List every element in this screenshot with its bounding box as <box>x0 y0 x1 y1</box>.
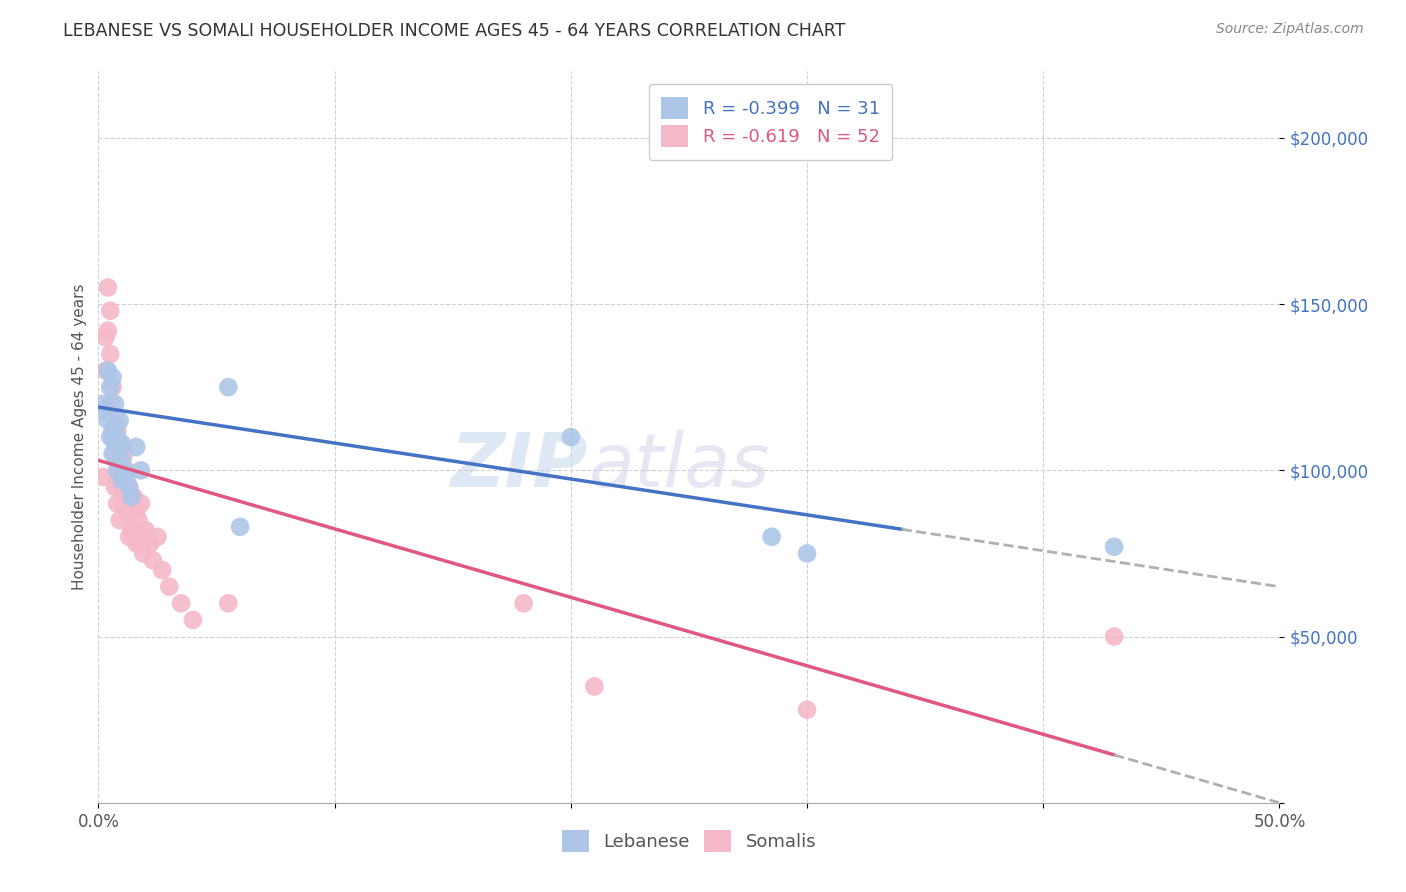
Text: Source: ZipAtlas.com: Source: ZipAtlas.com <box>1216 22 1364 37</box>
Point <box>142 553 165 567</box>
Point <box>112 463 135 477</box>
Point <box>1102 540 1125 554</box>
Point <box>94 330 117 344</box>
Point <box>146 530 169 544</box>
Point <box>101 370 124 384</box>
Point <box>125 440 148 454</box>
Point <box>125 503 148 517</box>
Point <box>217 596 239 610</box>
Point <box>122 520 145 534</box>
Point <box>129 536 152 550</box>
Point <box>111 480 134 494</box>
Point <box>129 463 152 477</box>
Point <box>101 380 124 394</box>
Point <box>111 436 134 450</box>
Point <box>105 463 128 477</box>
Point <box>94 403 117 417</box>
Point <box>112 447 135 461</box>
Point <box>136 530 159 544</box>
Point <box>118 507 141 521</box>
Text: ZIP: ZIP <box>451 430 589 503</box>
Point <box>118 480 141 494</box>
Text: atlas: atlas <box>589 430 770 502</box>
Point <box>560 430 582 444</box>
Point <box>104 447 127 461</box>
Point <box>104 413 127 427</box>
Point <box>111 473 134 487</box>
Point <box>108 440 131 454</box>
Point <box>97 363 120 377</box>
Point <box>98 380 121 394</box>
Point <box>101 424 124 438</box>
Point <box>121 523 143 537</box>
Point <box>118 530 141 544</box>
Point <box>108 513 131 527</box>
Point <box>128 513 150 527</box>
Point <box>108 440 131 454</box>
Point <box>115 463 138 477</box>
Point <box>104 397 127 411</box>
Point <box>1102 630 1125 644</box>
Point <box>512 596 534 610</box>
Point <box>97 324 120 338</box>
Point <box>217 380 239 394</box>
Point <box>98 430 121 444</box>
Point <box>118 480 141 494</box>
Point <box>104 480 127 494</box>
Point <box>115 470 138 484</box>
Point <box>150 563 173 577</box>
Point <box>98 303 121 318</box>
Point <box>108 473 131 487</box>
Y-axis label: Householder Income Ages 45 - 64 years: Householder Income Ages 45 - 64 years <box>72 284 87 591</box>
Point <box>129 497 152 511</box>
Point <box>112 497 135 511</box>
Point <box>91 397 114 411</box>
Text: LEBANESE VS SOMALI HOUSEHOLDER INCOME AGES 45 - 64 YEARS CORRELATION CHART: LEBANESE VS SOMALI HOUSEHOLDER INCOME AG… <box>63 22 845 40</box>
Point <box>98 347 121 361</box>
Point <box>135 523 157 537</box>
Point <box>181 613 204 627</box>
Point <box>121 490 143 504</box>
Point <box>98 397 121 411</box>
Point <box>101 430 124 444</box>
Point <box>122 490 145 504</box>
Point <box>94 363 117 377</box>
Point <box>132 546 155 560</box>
Point <box>583 680 606 694</box>
Point <box>101 447 124 461</box>
Point <box>761 530 783 544</box>
Point <box>97 280 120 294</box>
Point <box>125 536 148 550</box>
Point <box>115 503 138 517</box>
Point <box>111 453 134 467</box>
Point <box>796 546 818 560</box>
Point <box>111 447 134 461</box>
Point <box>157 580 180 594</box>
Point <box>229 520 252 534</box>
Point <box>170 596 193 610</box>
Point <box>796 703 818 717</box>
Legend: Lebanese, Somalis: Lebanese, Somalis <box>554 823 824 860</box>
Point <box>104 420 127 434</box>
Point <box>121 497 143 511</box>
Point <box>91 470 114 484</box>
Point <box>97 413 120 427</box>
Point <box>105 497 128 511</box>
Point <box>105 430 128 444</box>
Point <box>104 436 127 450</box>
Point <box>105 424 128 438</box>
Point <box>139 536 162 550</box>
Point <box>108 413 131 427</box>
Point <box>105 463 128 477</box>
